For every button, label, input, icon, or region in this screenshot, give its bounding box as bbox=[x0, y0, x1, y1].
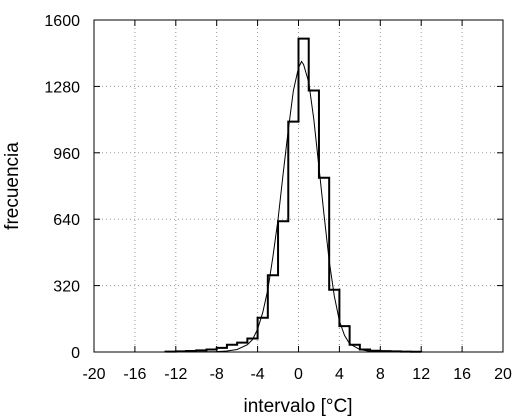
x-tick-label: 0 bbox=[294, 366, 303, 383]
x-tick-label: 4 bbox=[335, 366, 344, 383]
fit-curve-series bbox=[165, 60, 422, 353]
x-axis-title: intervalo [°C] bbox=[244, 396, 353, 417]
y-tick-label: 1280 bbox=[44, 79, 80, 96]
y-tick-label: 320 bbox=[53, 279, 80, 296]
y-axis-title: frecuencia bbox=[2, 142, 23, 230]
x-tick-label: -8 bbox=[210, 366, 224, 383]
x-tick-label: 20 bbox=[494, 366, 512, 383]
y-tick-label: 640 bbox=[53, 212, 80, 229]
x-tick-label: -12 bbox=[164, 366, 187, 383]
x-tick-labels: -20 -16 -12 -8 -4 0 4 8 12 16 20 bbox=[82, 366, 512, 383]
y-tick-label: 1600 bbox=[44, 13, 80, 30]
x-tick-label: -16 bbox=[123, 366, 146, 383]
x-tick-label: 12 bbox=[412, 366, 430, 383]
x-tick-label: 16 bbox=[453, 366, 471, 383]
histogram-series bbox=[164, 37, 423, 353]
x-tick-label: -20 bbox=[82, 366, 105, 383]
y-tick-label: 0 bbox=[71, 345, 80, 362]
y-tick-label: 960 bbox=[53, 146, 80, 163]
x-tick-label: 8 bbox=[376, 366, 385, 383]
y-tick-labels: 0 320 640 960 1280 1600 bbox=[44, 13, 80, 362]
x-tick-label: -4 bbox=[250, 366, 264, 383]
